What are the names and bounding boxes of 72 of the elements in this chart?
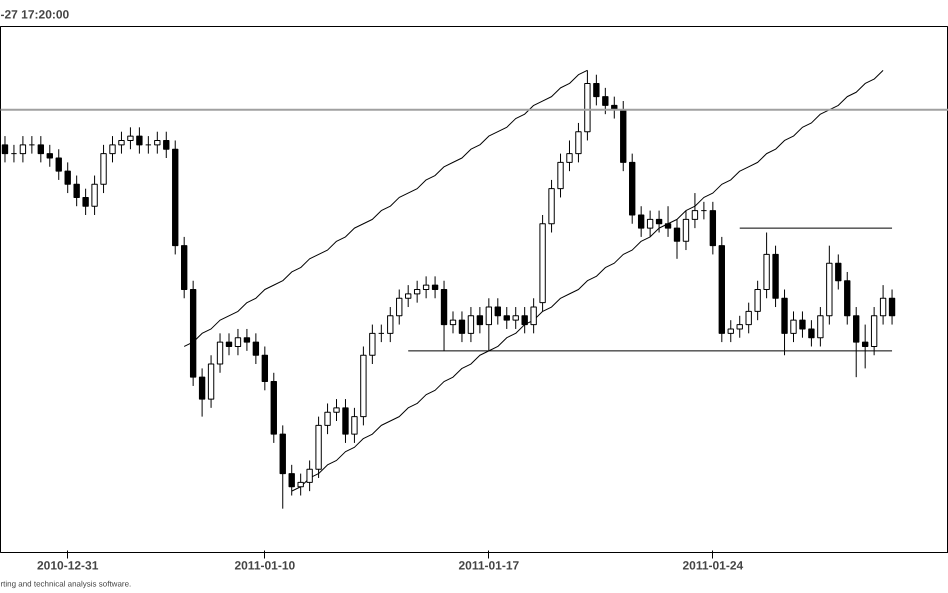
x-tick-label: 2011-01-10	[234, 558, 296, 572]
candlestick	[521, 306, 528, 334]
candlestick	[790, 310, 797, 343]
candlestick	[10, 144, 18, 163]
candlestick	[91, 175, 98, 216]
candlestick	[817, 306, 824, 347]
candlestick	[216, 332, 224, 374]
candlestick	[736, 315, 743, 338]
candlestick	[20, 136, 26, 163]
candlestick	[700, 201, 708, 220]
candlestick	[646, 210, 654, 238]
candlestick	[387, 306, 394, 343]
candlestick	[82, 188, 89, 216]
candlestick	[351, 407, 358, 444]
x-tick-label: 2011-01-17	[458, 558, 520, 572]
candlestick	[56, 148, 62, 180]
x-tick-label: 2010-12-31	[37, 558, 99, 572]
candlestick	[136, 126, 143, 154]
candlestick	[64, 162, 71, 194]
candlestick	[127, 126, 134, 150]
candlestick	[458, 310, 466, 343]
candlestick	[450, 310, 456, 334]
text: rting and technical analysis software.	[0, 580, 132, 588]
candlestick	[46, 144, 53, 168]
candlestick	[566, 140, 573, 172]
candlestick	[530, 298, 537, 334]
candlestick	[145, 136, 152, 154]
candlestick	[234, 328, 242, 356]
candlestick	[593, 74, 600, 106]
candlestick	[244, 328, 250, 352]
candlestick	[118, 131, 125, 154]
candlestick	[154, 131, 160, 154]
candlestick	[333, 398, 340, 422]
x-tick-label: 2011-01-24	[682, 558, 744, 572]
candlestick	[109, 136, 116, 163]
candlestick	[754, 280, 761, 321]
candlestick	[422, 276, 430, 299]
candlestick	[692, 192, 698, 229]
candlestick	[252, 332, 260, 365]
candlestick	[682, 210, 690, 251]
candlestick	[888, 289, 896, 326]
candlestick	[656, 210, 662, 234]
candlestick	[414, 280, 420, 304]
candlestick	[602, 87, 609, 115]
candlestick	[324, 402, 331, 435]
candlestick	[476, 306, 484, 334]
candlestick	[73, 175, 80, 207]
candlestick	[226, 332, 232, 356]
candlestick	[808, 320, 815, 347]
candlestick	[638, 206, 644, 238]
candlestick	[405, 284, 412, 308]
candlestick	[468, 306, 474, 343]
candlestick	[880, 284, 886, 326]
candlestick	[494, 298, 501, 326]
candlestick	[198, 368, 206, 418]
candlestick	[835, 254, 842, 290]
candlestick	[28, 136, 36, 154]
candlestick	[369, 324, 376, 365]
candlestick	[664, 206, 672, 238]
candlestick	[396, 289, 402, 326]
candlestick	[575, 122, 582, 163]
candlestick	[378, 324, 384, 343]
candlestick	[674, 218, 680, 260]
candlestick	[728, 320, 734, 343]
candlestick	[38, 136, 44, 163]
candlestick	[745, 302, 752, 334]
chart-title: -27 17:20:00	[0, 8, 70, 22]
candlestick	[163, 131, 170, 158]
candlestick	[504, 306, 510, 330]
candlestick	[799, 310, 806, 338]
candlestick	[432, 276, 438, 299]
candlestick	[512, 306, 519, 330]
